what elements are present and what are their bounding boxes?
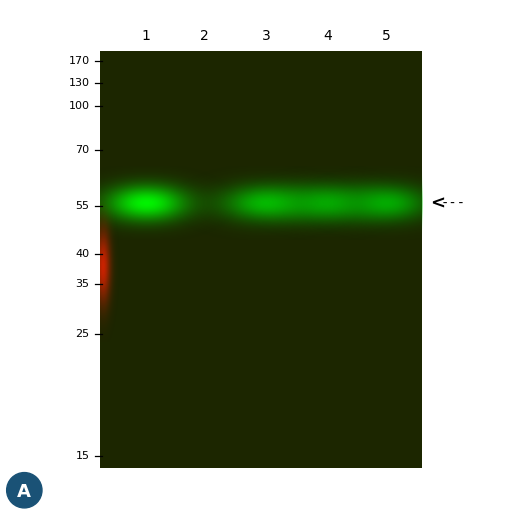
Text: 15: 15 [76, 452, 90, 461]
Text: 35: 35 [76, 279, 90, 289]
Text: 3: 3 [262, 29, 271, 43]
Text: 25: 25 [75, 329, 90, 339]
Text: 100: 100 [69, 101, 90, 111]
Circle shape [7, 473, 42, 508]
Text: 4: 4 [323, 29, 332, 43]
Text: A: A [17, 483, 31, 501]
Text: <: < [430, 195, 445, 212]
Text: 170: 170 [69, 56, 90, 66]
Text: 2: 2 [200, 29, 209, 43]
Text: 130: 130 [69, 78, 90, 89]
Text: 40: 40 [75, 249, 90, 259]
Text: 55: 55 [76, 201, 90, 211]
Text: 70: 70 [75, 145, 90, 155]
Text: ---: --- [440, 197, 465, 210]
Text: 1: 1 [141, 29, 151, 43]
Bar [100, 51, 422, 468]
Text: 5: 5 [382, 29, 391, 43]
